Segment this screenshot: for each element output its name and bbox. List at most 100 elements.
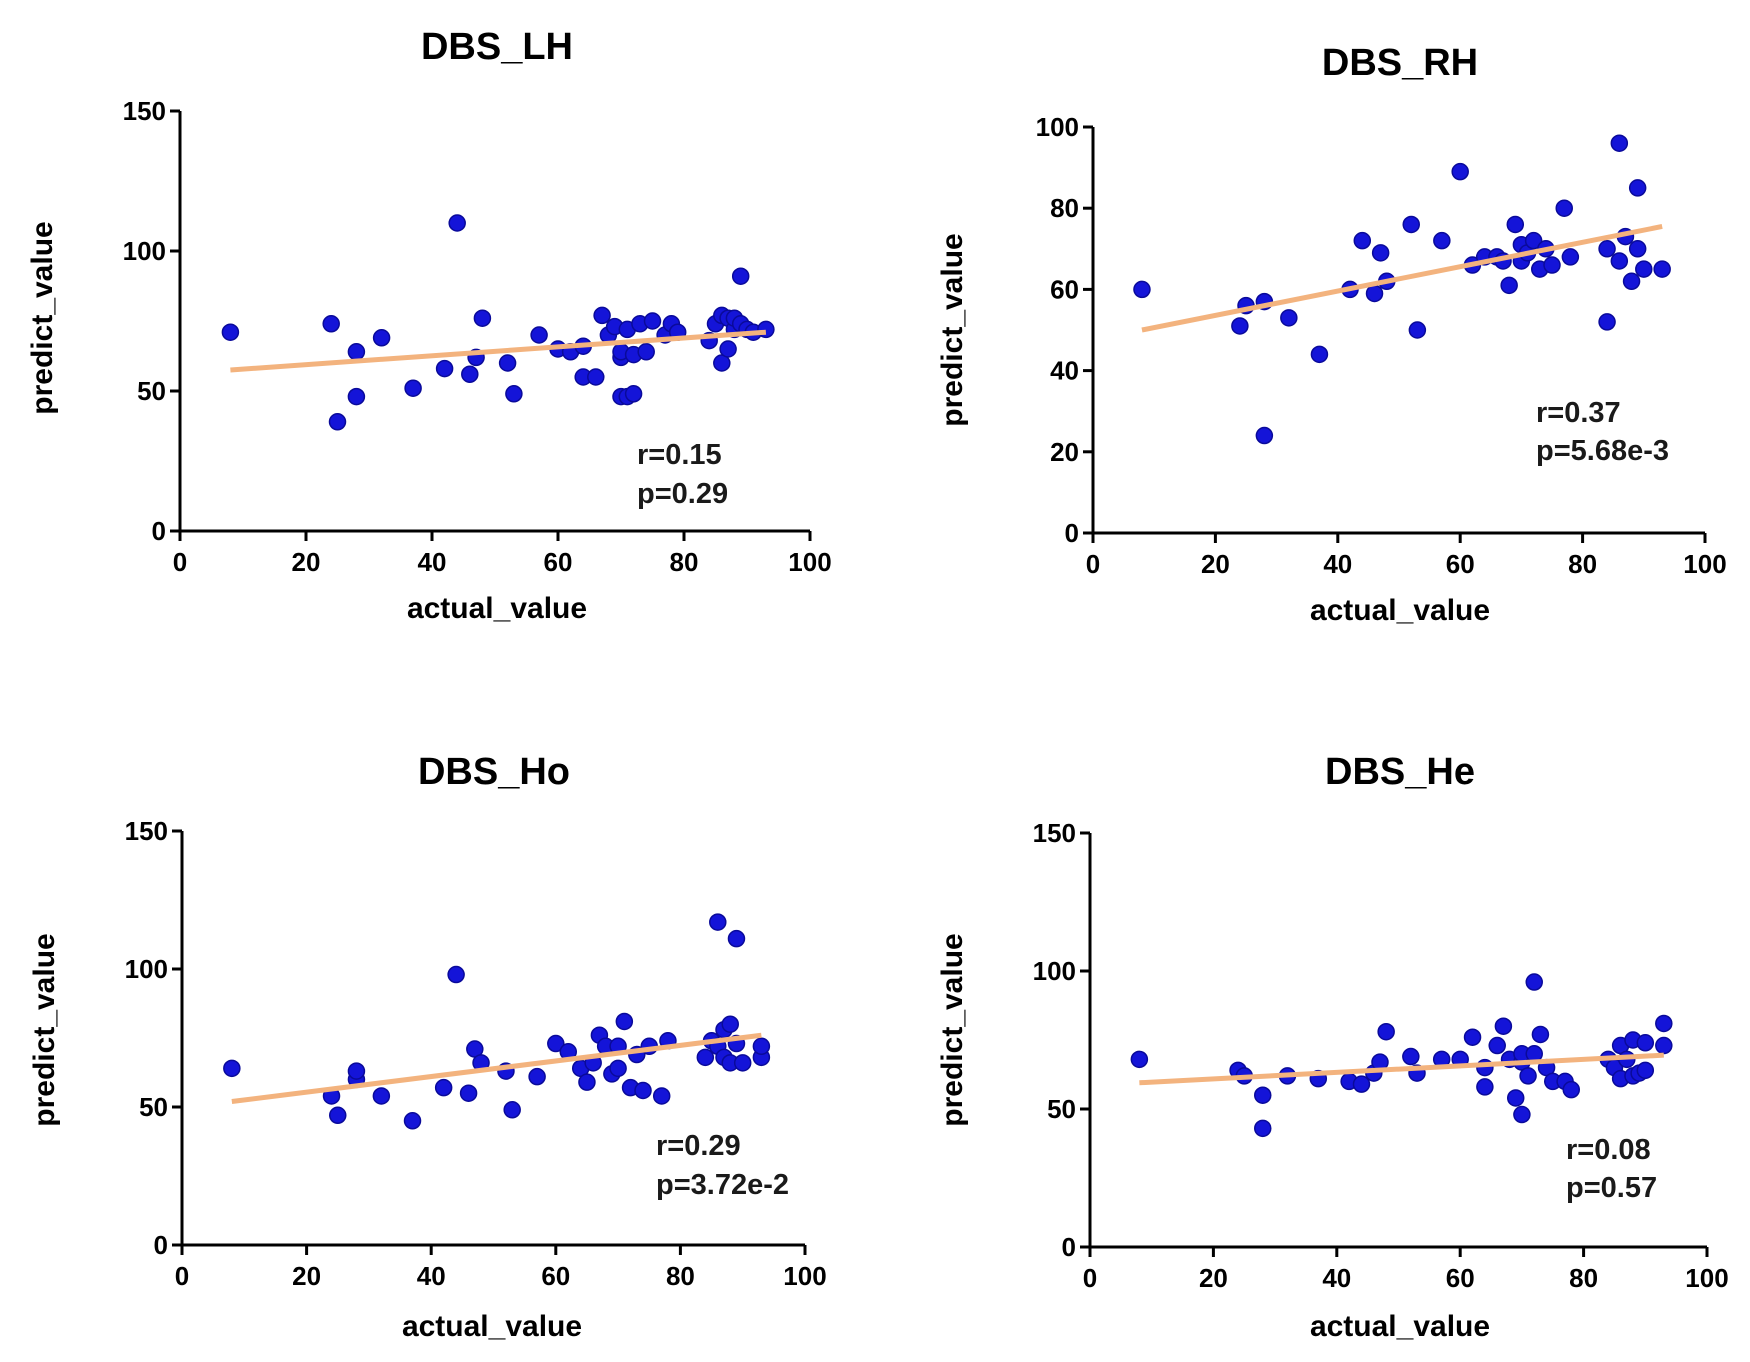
scatter-point: [578, 1073, 596, 1091]
scatter-point: [696, 1048, 715, 1067]
y-axis-label: predict_value: [28, 933, 61, 1126]
scatter-point: [1655, 1036, 1673, 1055]
regression-line: [1139, 1052, 1664, 1086]
x-tick-label: 80: [670, 547, 699, 577]
scatter-point: [347, 1062, 366, 1080]
y-tick-label: 40: [1050, 356, 1079, 386]
x-tick-label: 0: [175, 1261, 189, 1291]
scatter-point: [528, 1067, 546, 1086]
x-axis-label: actual_value: [1310, 594, 1490, 627]
scatter-point: [329, 1106, 347, 1125]
scatter-point: [1519, 1067, 1537, 1085]
scatter-point: [435, 359, 454, 378]
y-tick-label: 0: [1065, 518, 1079, 548]
panel-dbs-rh: DBS_RH predict_value actual_value r=0.37…: [936, 42, 1727, 627]
x-tick-label: 20: [292, 1261, 321, 1291]
scatter-point: [459, 1084, 478, 1102]
scatter-point: [1506, 215, 1525, 234]
scatter-point: [1610, 134, 1629, 152]
scatter-point: [1598, 313, 1616, 331]
y-tick-label: 0: [154, 1230, 168, 1260]
scatter-point: [1628, 179, 1647, 197]
panel-dbs-ho: DBS_Ho predict_value actual_value r=0.29…: [28, 751, 827, 1343]
y-tick-label: 150: [125, 816, 168, 846]
y-tick-label: 100: [123, 236, 166, 266]
scatter-point: [530, 326, 548, 344]
scatter-point: [347, 387, 366, 406]
scatter-point: [1365, 284, 1384, 303]
scatter-point: [752, 1037, 771, 1056]
x-tick-label: 100: [1685, 1263, 1728, 1293]
scatter-point: [1610, 252, 1629, 270]
x-axis-label: actual_value: [407, 592, 587, 625]
x-tick-label: 20: [292, 547, 321, 577]
scatter-point: [505, 385, 523, 403]
scatter-point: [1433, 231, 1451, 250]
scatter-point: [709, 913, 727, 931]
scatter-point: [615, 1012, 634, 1031]
scatter-point: [372, 329, 391, 347]
scatter-point: [1377, 1022, 1395, 1041]
scatter-point: [447, 965, 465, 984]
scatter-point: [727, 929, 746, 948]
scatter-point: [1531, 1025, 1550, 1044]
scatter-point: [221, 323, 240, 341]
x-tick-label: 40: [418, 547, 447, 577]
panel-dbs-lh: DBS_LH predict_value actual_value r=0.15…: [26, 26, 832, 625]
x-tick-label: 100: [788, 547, 831, 577]
y-tick-label: 80: [1050, 193, 1079, 223]
scatter-point: [1562, 1080, 1581, 1099]
scatter-point: [733, 1054, 752, 1072]
scatter-point: [1524, 231, 1543, 250]
x-tick-label: 80: [666, 1261, 695, 1291]
regression-line: [230, 329, 767, 373]
x-tick-label: 0: [1086, 549, 1100, 579]
y-tick-label: 150: [1033, 818, 1076, 848]
scatter-point: [624, 385, 643, 403]
x-tick-label: 60: [1446, 549, 1475, 579]
scatter-point: [634, 1081, 652, 1100]
x-tick-label: 100: [783, 1261, 826, 1291]
stat-r: r=0.29: [656, 1130, 741, 1162]
regression-line: [1141, 224, 1663, 333]
x-tick-label: 80: [1569, 1263, 1598, 1293]
scatter-point: [1451, 162, 1469, 181]
scatter-point: [1636, 1034, 1655, 1052]
y-tick-label: 0: [152, 516, 166, 546]
scatter-point: [1280, 309, 1298, 327]
scatter-point: [498, 354, 517, 372]
scatter-point: [609, 1059, 627, 1078]
scatter-point: [1402, 1047, 1420, 1066]
scatter-point: [1636, 1061, 1655, 1080]
stat-p: p=5.68e-3: [1536, 435, 1669, 467]
scatter-point: [1310, 345, 1329, 364]
scatter-point: [593, 306, 611, 325]
scatter-point: [461, 365, 479, 383]
scatter-point: [637, 343, 655, 361]
panel-title: DBS_RH: [1322, 42, 1478, 84]
x-tick-label: 40: [1323, 549, 1352, 579]
scatter-point: [587, 368, 605, 386]
x-tick-label: 40: [417, 1261, 446, 1291]
y-tick-label: 50: [137, 376, 166, 406]
scatter-point: [1598, 240, 1616, 258]
plot-area: 0 50 100 150 0 20 40 60 80 100: [125, 816, 827, 1291]
regression-line: [231, 1032, 762, 1104]
stat-r: r=0.37: [1536, 397, 1621, 429]
scatter-point: [1555, 199, 1573, 217]
scatter-point: [1635, 260, 1653, 278]
y-tick-label: 0: [1062, 1232, 1076, 1262]
scatter-point: [652, 1087, 671, 1105]
scatter-point: [1628, 240, 1647, 258]
scatter-point: [1506, 1089, 1525, 1107]
panel-title: DBS_Ho: [418, 751, 570, 793]
scatter-point: [1231, 317, 1249, 335]
scatter-point: [1254, 1086, 1272, 1104]
scatter-point: [1494, 1017, 1513, 1035]
x-tick-label: 80: [1568, 549, 1597, 579]
y-tick-label: 150: [123, 96, 166, 126]
scatter-point: [1402, 215, 1420, 234]
plot-area: 0 50 100 150 0 20 40 60 80 100: [1033, 818, 1729, 1293]
scatter-point: [403, 1112, 422, 1130]
